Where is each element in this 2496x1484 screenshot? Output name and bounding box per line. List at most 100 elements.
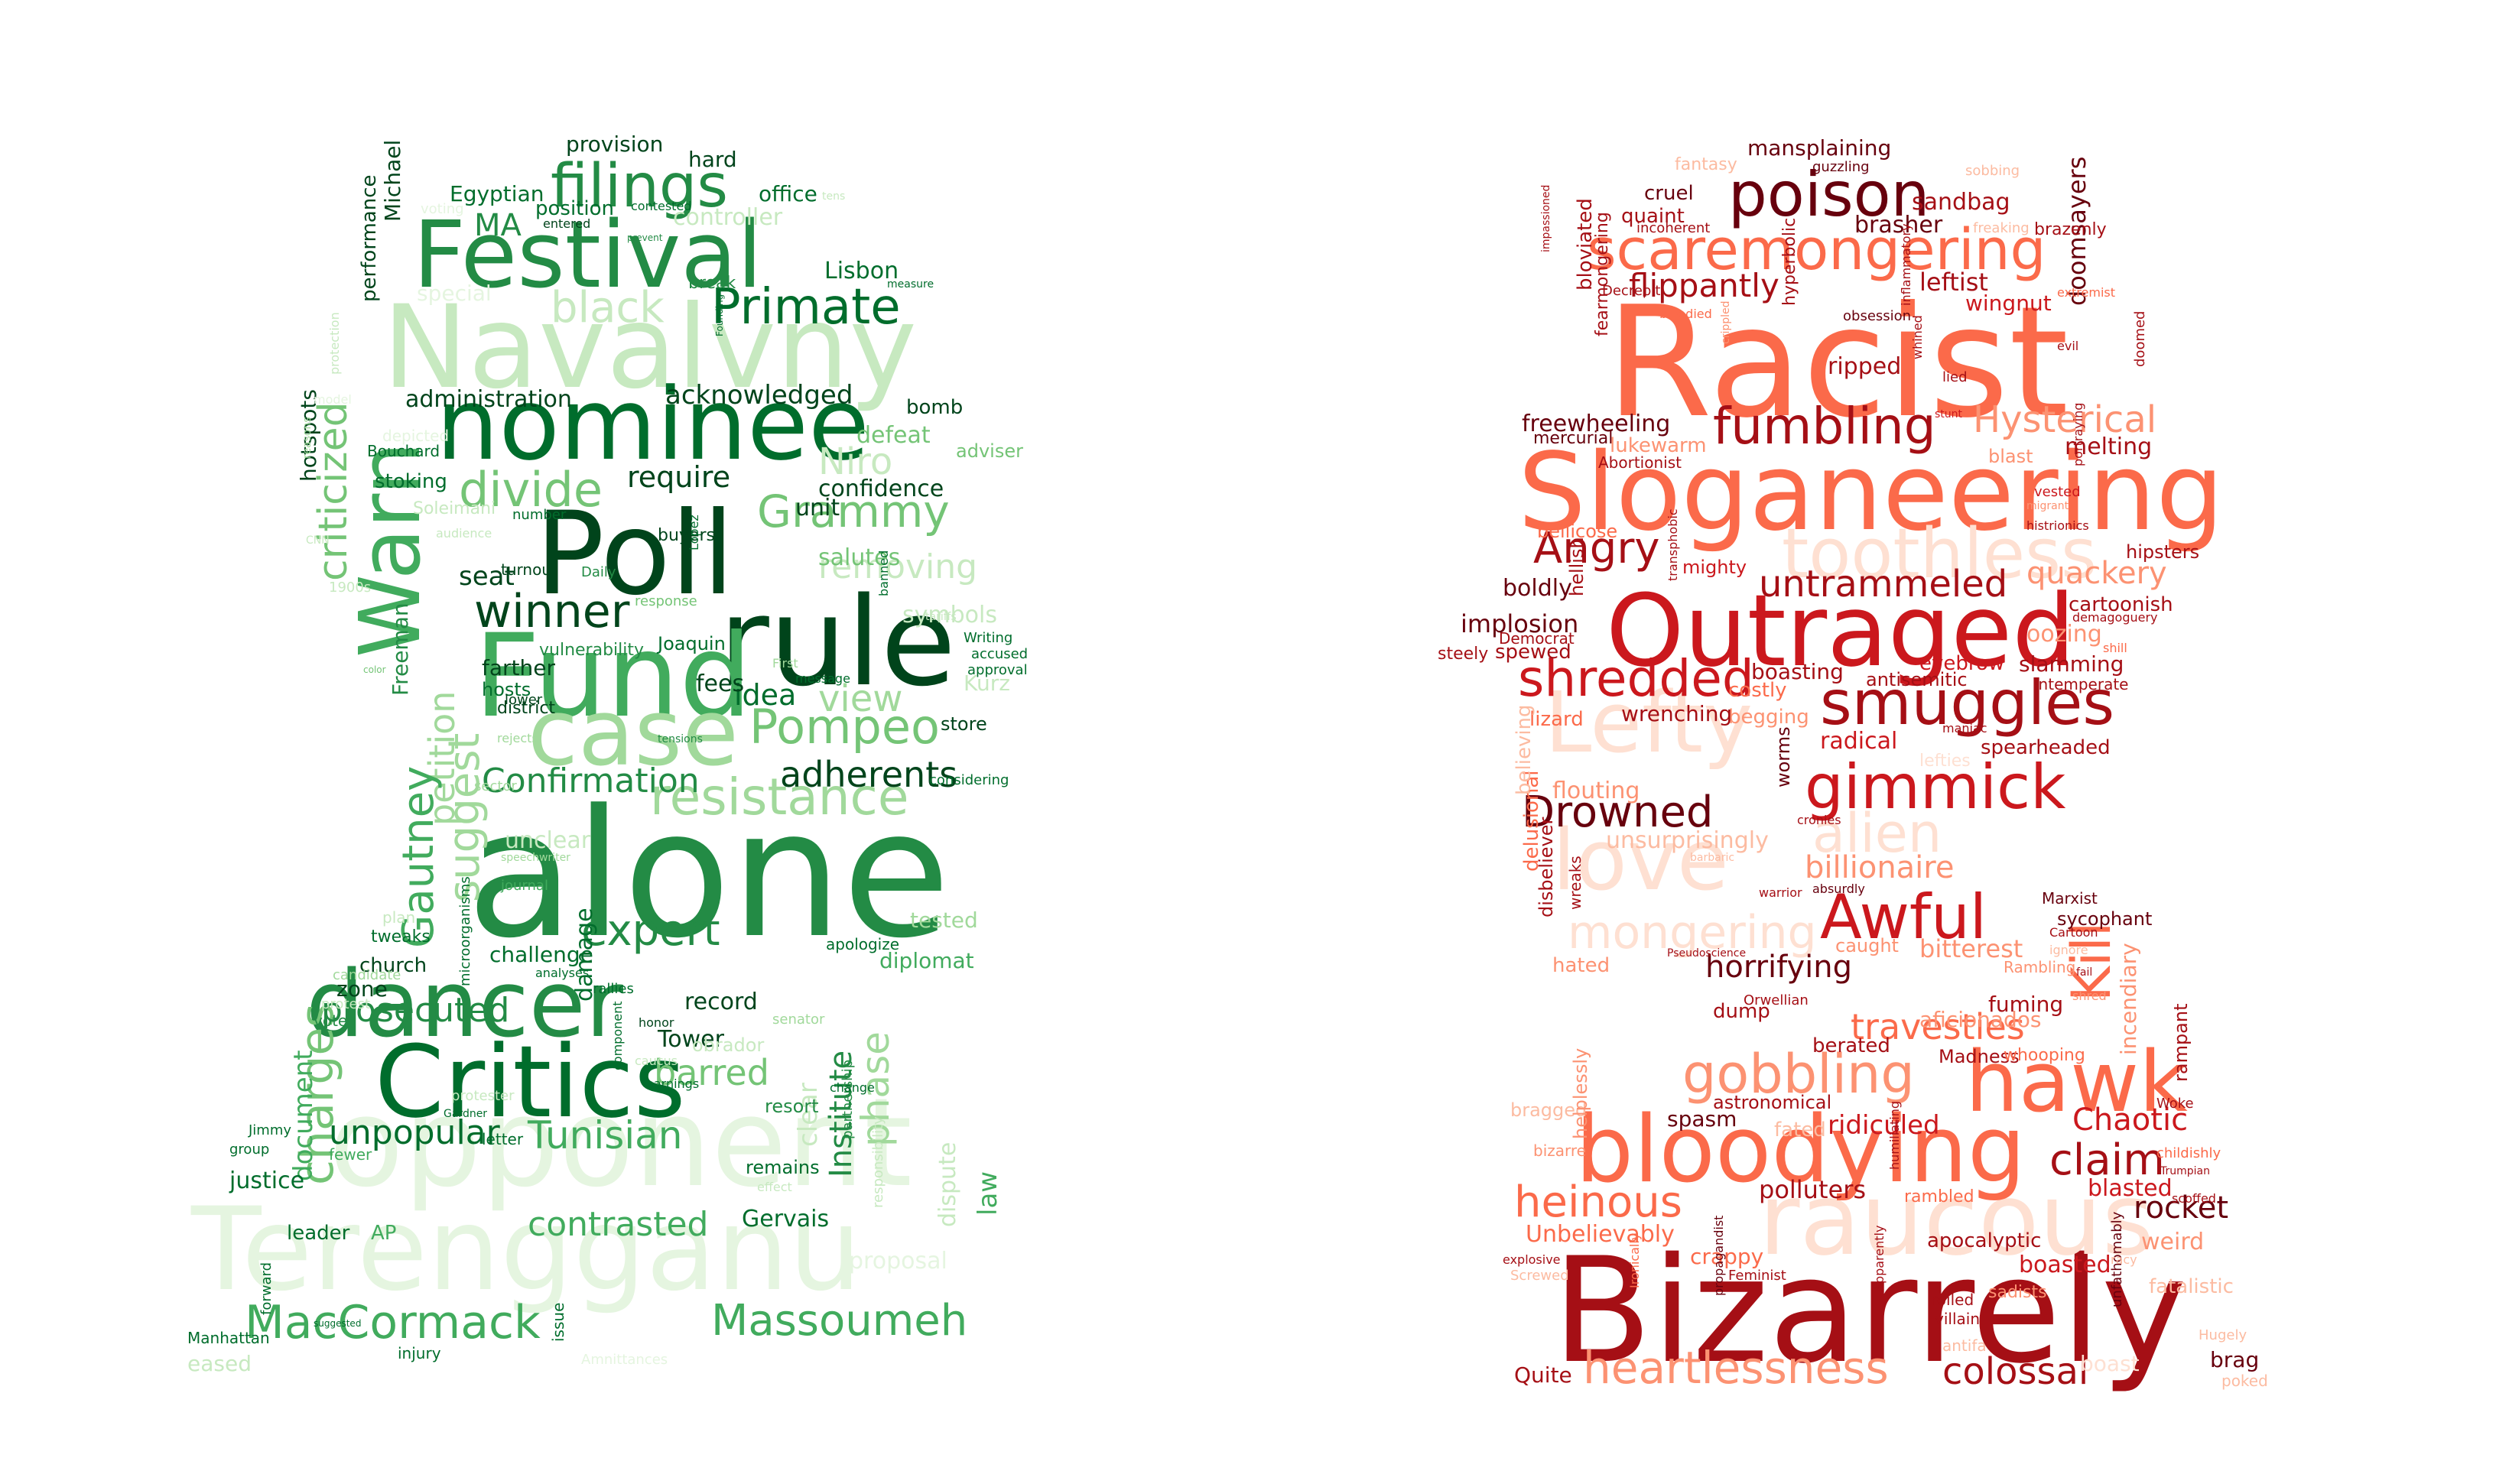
word-blasted: blasted [2088, 1175, 2173, 1202]
word-unsurprisingly: unsurprisingly [1606, 827, 1769, 854]
word-shill: shill [2103, 641, 2127, 655]
word-lied: lied [1942, 369, 1968, 385]
word-analyses: analyses [535, 966, 590, 980]
word-quaint: quaint [1621, 205, 1685, 228]
word-pseudoscience: Pseudoscience [1667, 947, 1747, 960]
word-hated: hated [1552, 954, 1610, 977]
word-maniac: maniac [1942, 721, 1987, 736]
word-leftist: leftist [1919, 268, 1988, 297]
word-raucous: raucous [1759, 1161, 2154, 1278]
word-freeman: Freeman [388, 602, 413, 696]
word-symbols: symbols [902, 602, 997, 628]
word-letter: letter [482, 1130, 524, 1148]
word-challenge: challenge [489, 942, 593, 967]
word-administration: administration [405, 386, 572, 413]
word-fuming: fuming [1988, 992, 2064, 1017]
word-black: black [551, 283, 665, 333]
word-adherents: adherents [780, 754, 958, 795]
word-pompeo: Pompeo [749, 699, 940, 755]
word-whooping: whooping [2004, 1046, 2085, 1065]
word-grammy: Grammy [757, 485, 950, 537]
word-fail: fail [2076, 966, 2093, 979]
word-accused: accused [971, 646, 1029, 662]
word-first: First [772, 656, 798, 671]
word-disbeliever: disbeliever [1536, 817, 1557, 917]
word-view: view [818, 677, 903, 720]
word-toothless: toothless [1782, 514, 2097, 594]
word-contrasted: contrasted [528, 1205, 709, 1244]
word-spewed: spewed [1495, 641, 1571, 664]
word-roiled: roiled [1931, 1291, 1974, 1309]
word-billionaire: billionaire [1805, 850, 1955, 885]
word-vulnerability: vulnerability [539, 641, 645, 660]
word-lizard: lizard [1529, 708, 1584, 731]
word-rejects: rejects [497, 731, 538, 745]
word-berated: berated [1812, 1034, 1890, 1057]
word-tens: tens [822, 190, 846, 203]
word-protest: protest [321, 996, 371, 1012]
word-require: require [627, 460, 731, 494]
word-sector: sector [474, 778, 517, 794]
word-hugely: Hugely [2199, 1327, 2247, 1343]
word-festival: Festival [413, 203, 763, 309]
word-hellish: hellish [1566, 537, 1588, 596]
word-steely: steely [1438, 645, 1489, 664]
word-doomed: doomed [2132, 310, 2148, 368]
word-navalvny: Navalvny [382, 281, 918, 414]
word-absurdly: absurdly [1812, 882, 1865, 896]
word-tested: tested [910, 908, 978, 933]
word-astronomical: astronomical [1713, 1092, 1832, 1113]
word-boasting: boasting [1751, 659, 1844, 684]
word-document: document [288, 1050, 319, 1181]
word-vested: vested [2034, 484, 2081, 500]
word-ma: MA [474, 208, 522, 243]
word-lisbon: Lisbon [824, 258, 899, 284]
word-barred: barred [654, 1052, 769, 1093]
word-church: church [359, 954, 427, 977]
word-slamming: slamming [2019, 651, 2124, 677]
word-portraying: portraying [2071, 402, 2085, 466]
word-worms: worms [1773, 726, 1794, 787]
word-prevent: prevent [627, 232, 663, 243]
word-outraged: Outraged [1606, 573, 2075, 689]
word-seat: seat [459, 561, 515, 592]
word-incendiary: incendiary [2116, 943, 2141, 1055]
word-hipsters: hipsters [2126, 541, 2200, 563]
word-childishly: childishly [2156, 1145, 2221, 1161]
word-hyperbolic: hyperbolic [1780, 217, 1799, 306]
word-resistance: resistance [650, 768, 909, 826]
word-prosecuted: prosecuted [321, 991, 510, 1030]
word-wrenching: wrenching [1621, 701, 1733, 726]
word-rocket: rocket [2134, 1190, 2229, 1226]
word-diplomat: diplomat [879, 948, 974, 973]
word-love: love [1552, 811, 1729, 909]
word-bitterest: bitterest [1919, 934, 2023, 963]
word-forward: forward [258, 1262, 275, 1315]
word-wreaks: wreaks [1566, 856, 1584, 910]
word-primate: Primate [711, 279, 901, 336]
word-radical: radical [1820, 728, 1898, 755]
word-massoumeh: Massoumeh [711, 1296, 968, 1346]
word-protection: protection [327, 312, 342, 375]
word-cnn: CNN [306, 534, 330, 547]
word-believing: believing [1513, 704, 1536, 795]
word-whined: whined [1910, 315, 1925, 359]
word-gobbling: gobbling [1682, 1043, 1915, 1106]
word-demagoguery: demagoguery [2072, 610, 2158, 625]
word-helplessly: helplessly [1570, 1047, 1591, 1139]
word-lefties: lefties [1919, 752, 1971, 771]
word-number: number [512, 507, 567, 523]
word-office: office [759, 181, 817, 206]
word-stoking: stoking [375, 470, 447, 493]
word-component: component [610, 1001, 625, 1070]
word-model: model [314, 392, 352, 407]
word-chaotic: Chaotic [2072, 1102, 2189, 1138]
word-migrant: migrant [2026, 500, 2069, 512]
word-eased: eased [187, 1351, 252, 1376]
word-zone: zone [336, 976, 388, 1002]
word-freaking: freaking [1973, 220, 2030, 236]
word-buyers: buyers [658, 526, 715, 545]
word-oozing: oozing [2026, 621, 2102, 648]
word-fewer: fewer [329, 1145, 372, 1164]
word-intemperate: intemperate [2034, 675, 2129, 693]
